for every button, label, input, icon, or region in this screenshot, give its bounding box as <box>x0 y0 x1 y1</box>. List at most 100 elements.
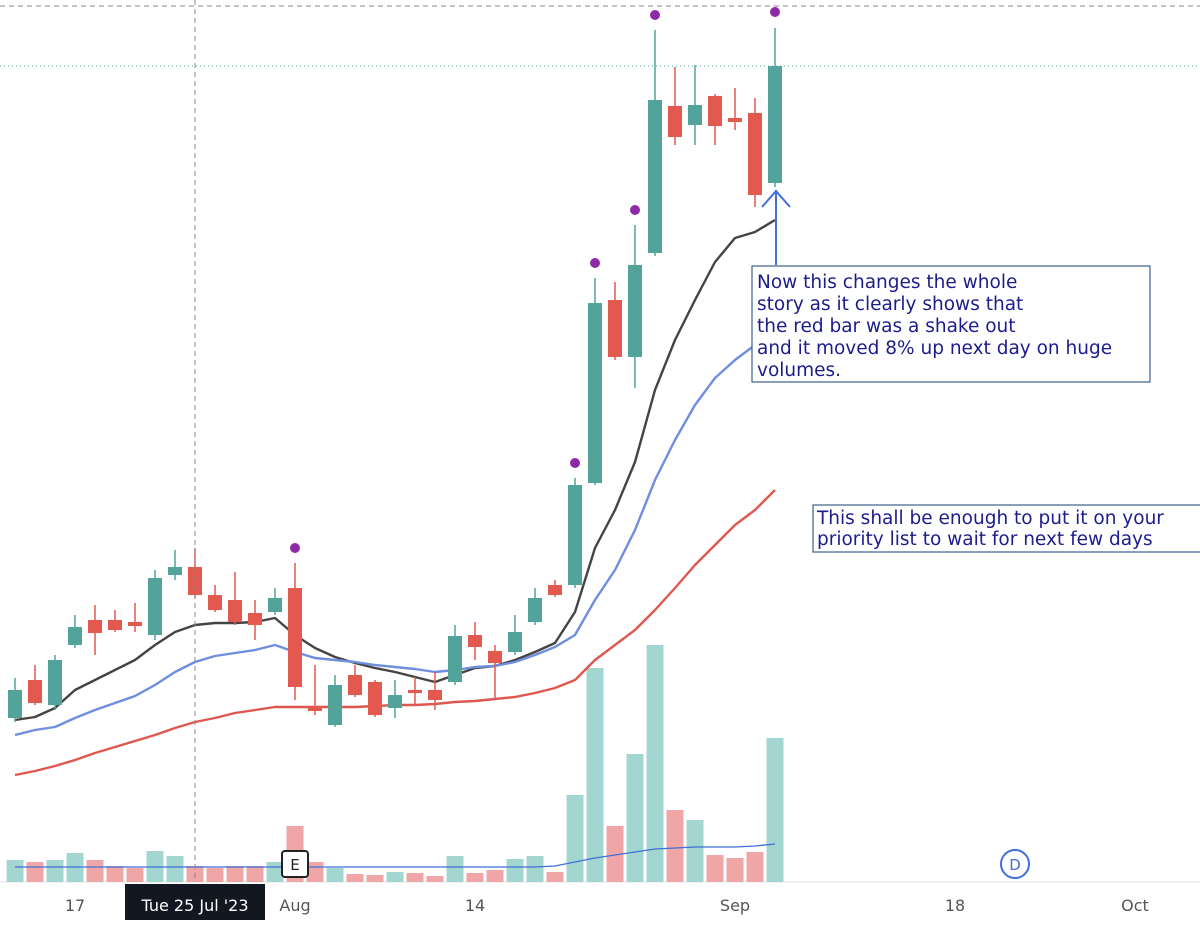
annotation-line: and it moved 8% up next day on huge <box>757 338 1112 359</box>
volume-bar <box>346 874 364 882</box>
candle-body <box>668 106 682 137</box>
volume-ma-line <box>15 843 776 868</box>
dividend-badge <box>1000 849 1030 879</box>
candle-body <box>468 635 482 647</box>
volume-bar <box>446 856 464 882</box>
x-tick-label: 18 <box>945 896 965 915</box>
volume-bar <box>86 860 104 882</box>
annotation-line: priority list to wait for next few days <box>817 529 1153 550</box>
candle-body <box>368 682 382 715</box>
signal-marker <box>650 10 660 20</box>
volume-bar <box>546 872 564 882</box>
candle-body <box>268 598 282 612</box>
candle-body <box>208 595 222 610</box>
crosshair-label: Tue 25 Jul '23 <box>140 896 248 915</box>
moving-average-line <box>14 218 776 722</box>
volume-bar <box>166 856 184 882</box>
candle-body <box>568 485 582 585</box>
candle-body <box>588 303 602 483</box>
volume-bar <box>686 820 704 882</box>
moving-average-line <box>14 338 776 737</box>
candle-body <box>548 585 562 595</box>
volume-bar <box>766 738 784 882</box>
annotation-line: volumes. <box>757 360 841 381</box>
candle-body <box>28 680 42 703</box>
candle-body <box>488 651 502 663</box>
volume-bar <box>26 862 44 882</box>
volume-bar <box>646 645 664 882</box>
volume-bar <box>386 872 404 882</box>
volume-bar <box>106 866 124 882</box>
candle-body <box>408 690 422 693</box>
candle-body <box>168 567 182 575</box>
candle-body <box>728 118 742 122</box>
candle-body <box>448 636 462 682</box>
candle-body <box>528 598 542 622</box>
volume-bar <box>126 868 144 882</box>
volume-bar <box>366 875 384 882</box>
volume-bar <box>606 826 624 882</box>
volume-bar <box>466 873 484 882</box>
volume-bar <box>406 873 424 882</box>
signal-marker <box>770 7 780 17</box>
candle-body <box>8 690 22 718</box>
earnings-badge <box>281 850 309 878</box>
candle-body <box>508 632 522 652</box>
candle-body <box>348 675 362 695</box>
annotation-arrow <box>761 189 791 265</box>
candle-body <box>108 620 122 630</box>
annotation-box <box>812 504 1200 553</box>
volume-bar <box>306 862 324 882</box>
dividend-label: D <box>1009 856 1021 874</box>
candle-body <box>288 588 302 687</box>
candle-body <box>768 66 782 183</box>
candle-body <box>128 622 142 626</box>
candle-body <box>428 690 442 700</box>
volume-bar <box>506 859 524 882</box>
volume-bar <box>666 810 684 882</box>
x-tick-label: 14 <box>465 896 485 915</box>
volume-bar <box>526 856 544 882</box>
signal-marker <box>630 205 640 215</box>
candle-body <box>88 620 102 633</box>
volume-bar <box>626 754 644 882</box>
volume-bar <box>226 866 244 882</box>
candle-body <box>308 707 322 711</box>
candle-body <box>688 105 702 125</box>
candle-body <box>708 96 722 126</box>
candle-body <box>748 113 762 195</box>
candle-body <box>248 613 262 625</box>
candle-body <box>648 100 662 253</box>
candle-body <box>228 600 242 622</box>
signal-marker <box>570 458 580 468</box>
volume-bar <box>206 868 224 882</box>
volume-bar <box>426 876 444 882</box>
volume-bar <box>326 868 344 882</box>
x-tick-label: Oct <box>1121 896 1149 915</box>
volume-bar <box>46 860 64 882</box>
volume-bar <box>266 862 284 882</box>
x-tick-label: Sep <box>720 896 750 915</box>
x-tick-label: 17 <box>65 896 85 915</box>
volume-bar <box>706 855 724 882</box>
annotation-box <box>751 265 1151 383</box>
candle-body <box>608 300 622 357</box>
candle-body <box>328 685 342 725</box>
volume-bar <box>6 860 24 882</box>
volume-bar <box>486 870 504 882</box>
x-tick-label: Aug <box>279 896 310 915</box>
candle-body <box>628 265 642 357</box>
annotation-line: the red bar was a shake out <box>757 316 1016 337</box>
crosshair-label-box <box>125 884 265 920</box>
candle-body <box>388 695 402 708</box>
earnings-label: E <box>290 856 299 874</box>
annotation-line: This shall be enough to put it on your <box>816 508 1164 529</box>
annotation-line: story as it clearly shows that <box>757 294 1023 315</box>
volume-bar <box>746 852 764 882</box>
signal-marker <box>590 258 600 268</box>
signal-marker <box>290 543 300 553</box>
candle-body <box>48 660 62 705</box>
annotation-line: Now this changes the whole <box>757 272 1017 293</box>
volume-bar <box>566 795 584 882</box>
